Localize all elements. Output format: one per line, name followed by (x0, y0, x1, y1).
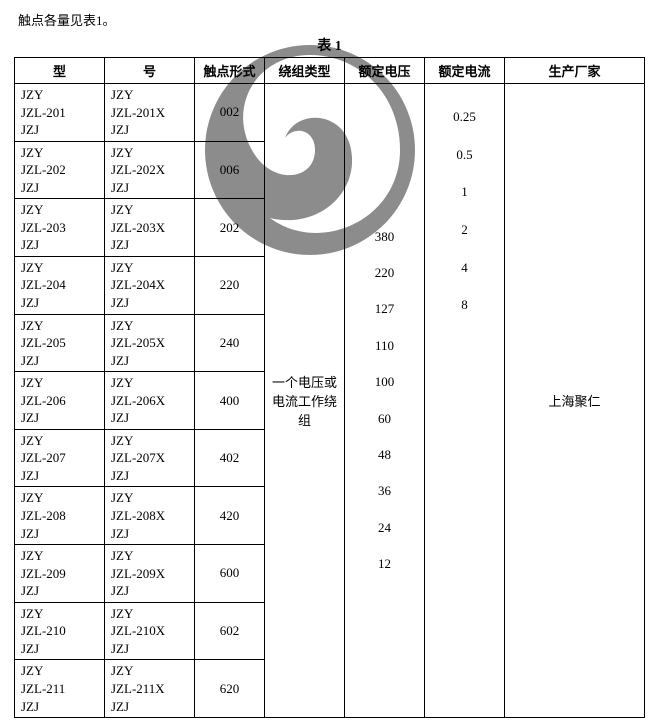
table-row: JZYJZL-201JZJJZYJZL-201XJZJ002一个电压或电流工作绕… (15, 84, 645, 142)
model-cell: JZYJZL-203JZJ (15, 199, 105, 257)
contact-cell: 202 (195, 199, 265, 257)
model-cell: JZYJZL-210XJZJ (105, 602, 195, 660)
model-cell: JZYJZL-201XJZJ (105, 84, 195, 142)
table-caption: 表 1 (14, 35, 645, 55)
contact-cell: 602 (195, 602, 265, 660)
manufacturer-cell: 上海聚仁 (505, 84, 645, 718)
model-cell: JZYJZL-208XJZJ (105, 487, 195, 545)
model-cell: JZYJZL-206JZJ (15, 372, 105, 430)
model-cell: JZYJZL-209JZJ (15, 545, 105, 603)
model-cell: JZYJZL-209XJZJ (105, 545, 195, 603)
model-cell: JZYJZL-211XJZJ (105, 660, 195, 718)
header-model-right: 号 (105, 58, 195, 84)
contact-cell: 400 (195, 372, 265, 430)
current-cell: 0.250.51248 (425, 84, 505, 718)
fragment-text: 触点各量见表1。 (18, 10, 645, 29)
model-cell: JZYJZL-204JZJ (15, 256, 105, 314)
model-cell: JZYJZL-201JZJ (15, 84, 105, 142)
header-contact: 触点形式 (195, 58, 265, 84)
model-cell: JZYJZL-205JZJ (15, 314, 105, 372)
contact-cell: 240 (195, 314, 265, 372)
model-cell: JZYJZL-202XJZJ (105, 141, 195, 199)
header-current: 额定电流 (425, 58, 505, 84)
contact-cell: 402 (195, 429, 265, 487)
model-cell: JZYJZL-207JZJ (15, 429, 105, 487)
model-cell: JZYJZL-208JZJ (15, 487, 105, 545)
contact-cell: 220 (195, 256, 265, 314)
model-cell: JZYJZL-207XJZJ (105, 429, 195, 487)
contact-cell: 620 (195, 660, 265, 718)
contact-cell: 600 (195, 545, 265, 603)
spec-table: 型 号 触点形式 绕组类型 额定电压 额定电流 生产厂家 JZYJZL-201J… (14, 57, 645, 718)
contact-cell: 002 (195, 84, 265, 142)
contact-cell: 420 (195, 487, 265, 545)
voltage-cell: 3802201271101006048362412 (345, 84, 425, 718)
header-model-left: 型 (15, 58, 105, 84)
model-cell: JZYJZL-211JZJ (15, 660, 105, 718)
contact-cell: 006 (195, 141, 265, 199)
header-winding: 绕组类型 (265, 58, 345, 84)
model-cell: JZYJZL-210JZJ (15, 602, 105, 660)
header-voltage: 额定电压 (345, 58, 425, 84)
model-cell: JZYJZL-205XJZJ (105, 314, 195, 372)
model-cell: JZYJZL-204XJZJ (105, 256, 195, 314)
header-manufacturer: 生产厂家 (505, 58, 645, 84)
model-cell: JZYJZL-202JZJ (15, 141, 105, 199)
model-cell: JZYJZL-203XJZJ (105, 199, 195, 257)
winding-cell: 一个电压或电流工作绕组 (265, 84, 345, 718)
model-cell: JZYJZL-206XJZJ (105, 372, 195, 430)
